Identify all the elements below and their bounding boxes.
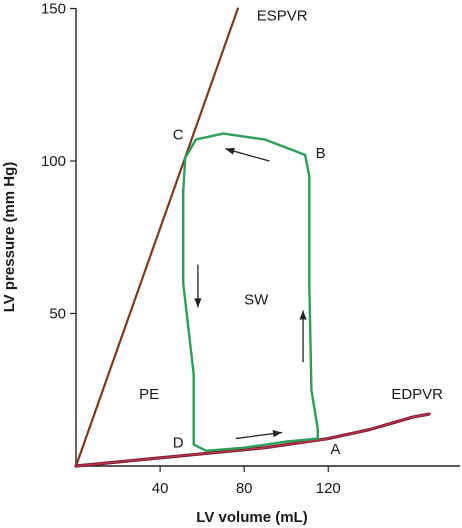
arrow-head xyxy=(194,298,202,308)
arrow-head xyxy=(272,430,283,438)
arrow-head xyxy=(299,310,307,320)
curves xyxy=(74,7,431,468)
flow-arrow-1 xyxy=(225,147,270,162)
edpvr-curve-highlight xyxy=(75,413,430,467)
label-b: B xyxy=(316,145,326,162)
label-edpvr: EDPVR xyxy=(391,386,443,403)
arrow-head xyxy=(225,147,235,155)
arrows xyxy=(194,147,307,440)
ticks: 40 80 120 50 100 150 xyxy=(41,1,341,498)
edpvr-curve xyxy=(74,412,431,468)
y-axis-title: LV pressure (mm Hg) xyxy=(1,162,18,313)
y-tick-label: 100 xyxy=(41,153,66,170)
x-axis-title: LV volume (mL) xyxy=(196,509,307,526)
x-tick-label: 40 xyxy=(152,480,169,497)
label-a: A xyxy=(330,441,340,458)
pv-loop xyxy=(181,132,319,452)
label-sw: SW xyxy=(244,291,269,308)
x-tick-label: 120 xyxy=(316,480,341,497)
y-tick-label: 50 xyxy=(49,306,66,323)
flow-arrow-4 xyxy=(235,430,283,440)
label-c: C xyxy=(173,127,184,144)
espvr-line xyxy=(74,7,239,468)
flow-arrow-3 xyxy=(299,310,307,363)
label-espvr: ESPVR xyxy=(257,8,308,25)
label-pe: PE xyxy=(139,386,159,403)
label-d: D xyxy=(173,435,184,452)
labels: ESPVR EDPVR A B C D SW PE xyxy=(139,8,443,458)
x-tick-label: 80 xyxy=(236,480,253,497)
flow-arrow-2 xyxy=(194,264,202,308)
axes xyxy=(75,8,460,467)
y-tick-label: 150 xyxy=(41,1,66,18)
